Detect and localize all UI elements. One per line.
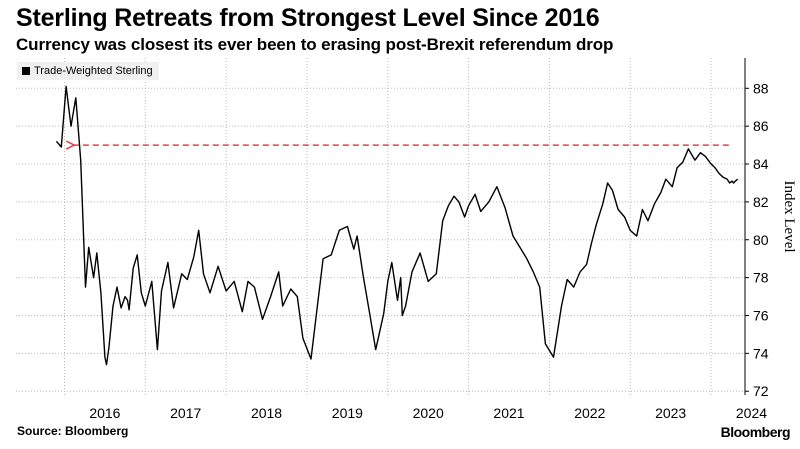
x-tick-label: 2022: [574, 405, 605, 421]
series-line-trade-weighted-sterling: [55, 85, 739, 366]
bloomberg-logo: Bloomberg: [720, 424, 791, 440]
x-tick-label: 2024: [736, 405, 767, 421]
y-tick-label: 88: [753, 80, 769, 96]
x-tick-label: 2017: [170, 405, 201, 421]
grid: [16, 58, 745, 395]
y-tick-label: 86: [753, 118, 769, 134]
x-tick-label: 2020: [413, 405, 444, 421]
x-tick-label: 2016: [89, 405, 120, 421]
y-tick-label: 74: [753, 345, 769, 361]
y-tick-label: 80: [753, 232, 769, 248]
y-axis-title: Index Level: [781, 180, 797, 252]
x-tick-label: 2019: [332, 405, 363, 421]
y-tick-label: 82: [753, 194, 769, 210]
y-tick-label: 84: [753, 156, 769, 172]
series-layer: [55, 85, 739, 366]
chart-subtitle: Currency was closest its ever been to er…: [16, 35, 614, 54]
source-note: Source: Bloomberg: [17, 424, 129, 438]
x-tick-label: 2021: [493, 405, 524, 421]
x-tick-label: 2018: [251, 405, 282, 421]
legend-swatch: [22, 67, 30, 75]
legend: Trade-Weighted Sterling: [17, 62, 159, 80]
y-tick-label: 78: [753, 270, 769, 286]
legend-label: Trade-Weighted Sterling: [34, 65, 153, 77]
axes: 72 74 76 78 80 82 84 86 88 2016 2017 2018 2019 2020 20…: [89, 58, 797, 421]
x-tick-label: 2023: [655, 405, 686, 421]
y-tick-label: 72: [753, 383, 769, 399]
chart-title: Sterling Retreats from Strongest Level S…: [16, 4, 600, 32]
y-tick-label: 76: [753, 307, 769, 323]
